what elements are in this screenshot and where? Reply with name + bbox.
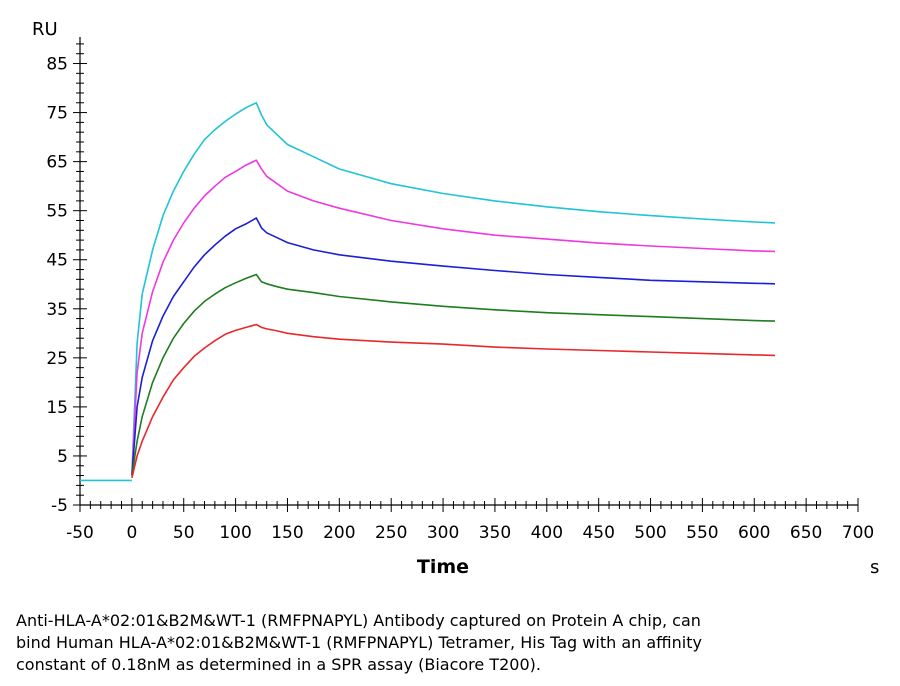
x-tick-label: 0 xyxy=(126,523,137,543)
x-tick-label: 150 xyxy=(271,523,303,543)
y-axis-unit: RU xyxy=(32,19,58,40)
y-tick-label: 65 xyxy=(46,153,68,173)
series-line xyxy=(131,323,776,479)
caption-line-3: constant of 0.18nM as determined in a SP… xyxy=(16,655,541,674)
y-tick-label: 25 xyxy=(46,349,68,369)
caption-line-2: bind Human HLA-A*02:01&B2M&WT-1 (RMFPNAP… xyxy=(16,633,702,652)
caption-line-1: Anti-HLA-A*02:01&B2M&WT-1 (RMFPNAPYL) An… xyxy=(16,611,701,630)
y-tick-label: 85 xyxy=(46,55,68,75)
x-tick-label: 100 xyxy=(219,523,251,543)
x-axis-unit: s xyxy=(870,557,879,578)
axes: -5 5 15 25 35 45 55 65 75 85 -50 0 50 100 150 200 250 300… xyxy=(46,37,874,543)
x-tick-label: -50 xyxy=(66,523,94,543)
series-line xyxy=(131,102,776,476)
y-tick-label: 45 xyxy=(46,251,68,271)
x-tick-label: 300 xyxy=(427,523,459,543)
curves xyxy=(80,102,776,482)
x-tick-label: 450 xyxy=(582,523,614,543)
y-tick-label: 5 xyxy=(57,447,68,467)
x-tick-label: 50 xyxy=(173,523,195,543)
y-tick-label: 35 xyxy=(46,300,68,320)
x-tick-label: 550 xyxy=(686,523,718,543)
series-line xyxy=(131,159,776,476)
y-tick-label: 55 xyxy=(46,202,68,222)
x-tick-label: 650 xyxy=(790,523,822,543)
y-tick-label: 75 xyxy=(46,104,68,124)
x-tick-label: 600 xyxy=(738,523,770,543)
spr-sensorgram-chart: -5 5 15 25 35 45 55 65 75 85 -50 0 50 100 150 200 250 300… xyxy=(32,19,879,578)
y-tick-label: -5 xyxy=(51,496,68,516)
series-line xyxy=(131,217,776,476)
figure-caption: Anti-HLA-A*02:01&B2M&WT-1 (RMFPNAPYL) An… xyxy=(16,610,876,676)
x-tick-label: 500 xyxy=(634,523,666,543)
x-tick-label: 350 xyxy=(479,523,511,543)
x-tick-label: 200 xyxy=(323,523,355,543)
x-tick-label: 700 xyxy=(842,523,874,543)
x-tick-label: 400 xyxy=(531,523,563,543)
y-tick-label: 15 xyxy=(46,398,68,418)
series-line xyxy=(131,273,776,476)
x-axis-title: Time xyxy=(417,556,469,578)
x-tick-label: 250 xyxy=(375,523,407,543)
